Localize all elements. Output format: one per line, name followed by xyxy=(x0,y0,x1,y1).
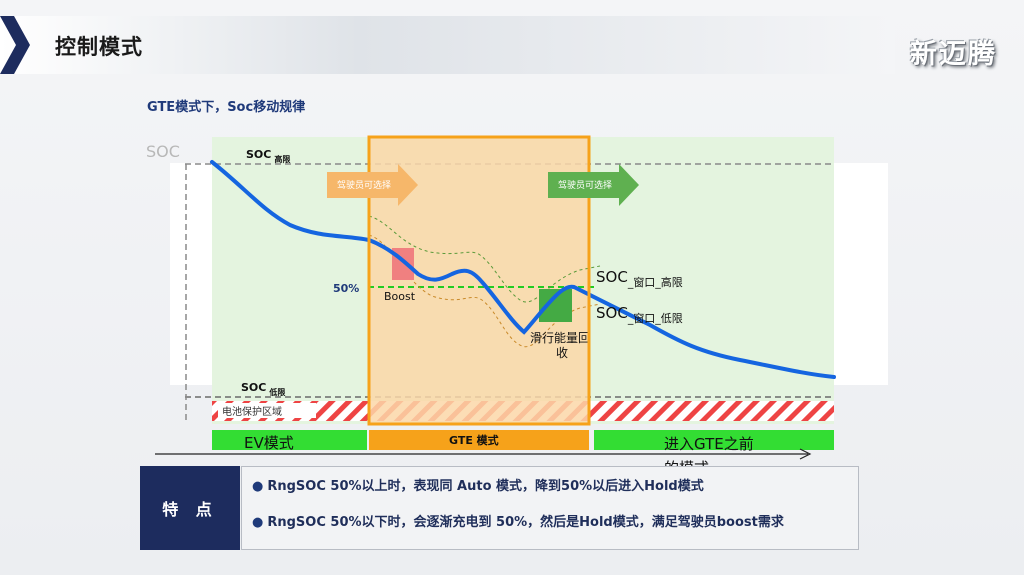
driver-select-label-1: 驾驶员可选择 xyxy=(337,179,391,191)
chevron-icon xyxy=(0,16,30,74)
feature-text: RngSOC 50%以下时，会逐渐充电到 50%，然后是Hold模式，满足驾驶员… xyxy=(267,515,784,530)
soc-axis-label: SOC xyxy=(146,142,180,161)
features-panel: ● RngSOC 50%以上时，表现同 Auto 模式，降到50%以后进入Hold… xyxy=(140,466,859,550)
time-axis-arrowhead xyxy=(799,448,812,460)
soc-high-label: SOC 高限 xyxy=(246,148,290,164)
ev-mode-label: EV模式 xyxy=(244,434,294,452)
feature-item: ● RngSOC 50%以上时，表现同 Auto 模式，降到50%以后进入Hold… xyxy=(252,479,704,494)
soc-low-label: SOC 低限 xyxy=(241,381,285,397)
window-low-curve xyxy=(368,234,601,348)
window-high-curve xyxy=(368,215,601,303)
header-band xyxy=(0,16,895,74)
page-title: 控制模式 xyxy=(55,35,143,59)
window-high-label: SOC_窗口_高限 xyxy=(596,268,683,289)
fifty-label: 50% xyxy=(333,282,359,295)
header-bar: 控制模式 新迈腾 xyxy=(0,16,1024,76)
previous-mode-label-1: 进入GTE之前 xyxy=(664,435,754,453)
regen-label-line2: 收 xyxy=(556,346,568,360)
ev-mode-bar xyxy=(212,430,367,450)
brand-logo: 新迈腾 xyxy=(910,39,997,70)
feature-item: ● RngSOC 50%以下时，会逐渐充电到 50%，然后是Hold模式，满足驾驶… xyxy=(252,515,784,530)
driver-select-arrow-1 xyxy=(327,164,418,206)
regen-label-line1: 滑行能量回 xyxy=(530,331,590,345)
driver-select-arrow-2 xyxy=(548,164,639,206)
feature-text: RngSOC 50%以上时，表现同 Auto 模式，降到50%以后进入Hold模… xyxy=(267,479,704,494)
section-subtitle: GTE模式下，Soc移动规律 xyxy=(147,100,306,115)
battery-zone-label: 电池保护区域 xyxy=(222,405,282,418)
previous-mode-bar xyxy=(594,430,834,450)
gte-mode-bar xyxy=(369,430,589,450)
features-label: 特 点 xyxy=(140,466,240,550)
window-low-label: SOC_窗口_低限 xyxy=(596,304,683,325)
soc-curve xyxy=(210,160,836,379)
gte-mode-label: GTE 模式 xyxy=(449,433,499,447)
gte-zone-outline xyxy=(367,135,591,426)
battery-zone-label-bg xyxy=(218,403,316,418)
boost-label: Boost xyxy=(384,290,416,303)
features-box: ● RngSOC 50%以上时，表现同 Auto 模式，降到50%以后进入Hold… xyxy=(241,466,859,550)
driver-select-label-2: 驾驶员可选择 xyxy=(558,179,612,191)
